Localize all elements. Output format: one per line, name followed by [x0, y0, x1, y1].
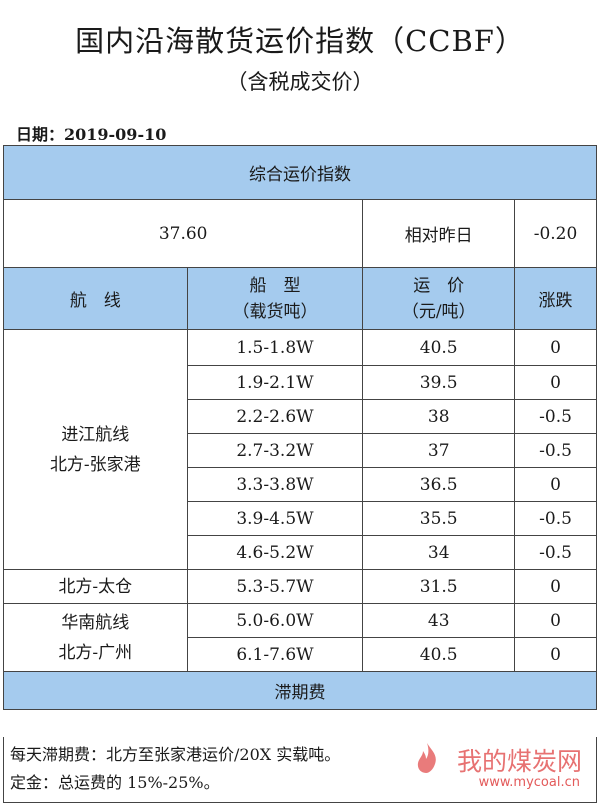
freight-price-cell: 35.5 [362, 501, 516, 536]
demurrage-note-line1: 每天滞期费：北方至张家港运价/20X 实载吨。 [10, 745, 341, 764]
route-detail: 北方-广州 [58, 642, 133, 663]
ship-type-cell: 2.7-3.2W [186, 433, 364, 468]
freight-price-cell: 36.5 [362, 467, 516, 502]
freight-price-cell: 37 [362, 433, 516, 468]
ship-type-label: 船 型 [249, 275, 301, 296]
freight-price-cell: 40.5 [362, 637, 516, 672]
ship-type-cell: 5.3-5.7W [186, 569, 364, 604]
change-cell: -0.5 [514, 433, 597, 468]
demurrage-note-line2: 定金：总运费的 15%-25%。 [10, 773, 220, 792]
table-row: 进江航线 北方-张家港 1.5-1.8W 40.5 0 [3, 329, 597, 570]
compare-label: 相对昨日 [362, 199, 516, 268]
watermark-url: www.mycoal.cn [478, 775, 580, 790]
route-name: 华南航线 [61, 612, 130, 633]
page-title: 国内沿海散货运价指数（CCBF） [75, 24, 525, 58]
table-row: 3.3-3.8W 36.5 0 [4, 467, 597, 502]
freight-unit: （元/吨） [401, 301, 476, 322]
freight-index-table: 综合运价指数 37.60 相对昨日 -0.20 航 线 船 型 （载货吨） 运 … [2, 145, 597, 710]
change-cell: 0 [514, 467, 597, 502]
composite-index-change: -0.20 [514, 199, 597, 268]
table-row: 2.7-3.2W 37 -0.5 [4, 433, 597, 468]
composite-index-value: 37.60 [2, 199, 364, 268]
route-cell: 华南航线北方-广州 [3, 603, 188, 672]
demurrage-note: 每天滞期费：北方至张家港运价/20X 实载吨。 定金：总运费的 15%-25%。 [3, 737, 597, 803]
watermark-text: 我的煤炭网 [456, 747, 582, 776]
ship-type-cell: 4.6-5.2W [186, 535, 364, 570]
ship-type-cell: 2.2-2.6W [186, 399, 364, 434]
change-cell: -0.5 [514, 535, 597, 570]
column-header-change: 涨跌 [514, 267, 597, 330]
change-cell: 0 [514, 329, 597, 366]
column-header-route: 航 线 [3, 267, 188, 330]
ship-type-unit: （载货吨） [232, 301, 318, 322]
date-label: 日期：2019-09-10 [16, 125, 167, 144]
route-name: 进江航线 [61, 424, 130, 445]
composite-index-header: 综合运价指数 [3, 145, 597, 200]
demurrage-header: 滞期费 [3, 671, 597, 710]
route-cell: 北方-太仓 [3, 569, 188, 604]
ship-type-cell: 1.9-2.1W [186, 365, 364, 400]
change-cell: 0 [514, 365, 597, 400]
freight-price-cell: 39.5 [362, 365, 516, 400]
freight-price-cell: 40.5 [362, 329, 516, 366]
column-header-freight: 运 价 （元/吨） [362, 267, 516, 330]
ship-type-cell: 6.1-7.6W [186, 637, 364, 672]
freight-label: 运 价 [413, 275, 465, 296]
change-cell: 0 [514, 637, 597, 672]
change-cell: -0.5 [514, 399, 597, 434]
ship-type-cell: 1.5-1.8W [186, 329, 364, 366]
freight-price-cell: 38 [362, 399, 516, 434]
freight-price-cell: 43 [362, 603, 516, 638]
flame-logo-icon [417, 743, 436, 773]
ship-type-cell: 5.0-6.0W [186, 603, 364, 638]
freight-price-cell: 31.5 [362, 569, 516, 604]
table-row: 4.6-5.2W 34 -0.5 [4, 535, 597, 570]
ship-type-cell: 3.3-3.8W [186, 467, 364, 502]
column-header-ship-type: 船 型 （载货吨） [186, 267, 364, 330]
page-subtitle: （含税成交价） [226, 70, 374, 94]
route-detail: 北方-张家港 [49, 454, 141, 475]
table-row: 北方-太仓 5.3-5.7W 31.5 0 [3, 569, 597, 604]
table-row: 华南航线 北方-广州 5.0-6.0W 43 0 [3, 603, 597, 672]
route-name: 北方-太仓 [58, 576, 133, 597]
table-row: 1.9-2.1W 39.5 0 [4, 365, 597, 400]
change-cell: -0.5 [514, 501, 597, 536]
change-cell: 0 [514, 603, 597, 638]
change-cell: 0 [514, 569, 597, 604]
freight-price-cell: 34 [362, 535, 516, 570]
route-cell: 进江航线北方-张家港 [3, 329, 188, 570]
table-row: 6.1-7.6W 40.5 0 [4, 637, 597, 672]
ship-type-cell: 3.9-4.5W [186, 501, 364, 536]
